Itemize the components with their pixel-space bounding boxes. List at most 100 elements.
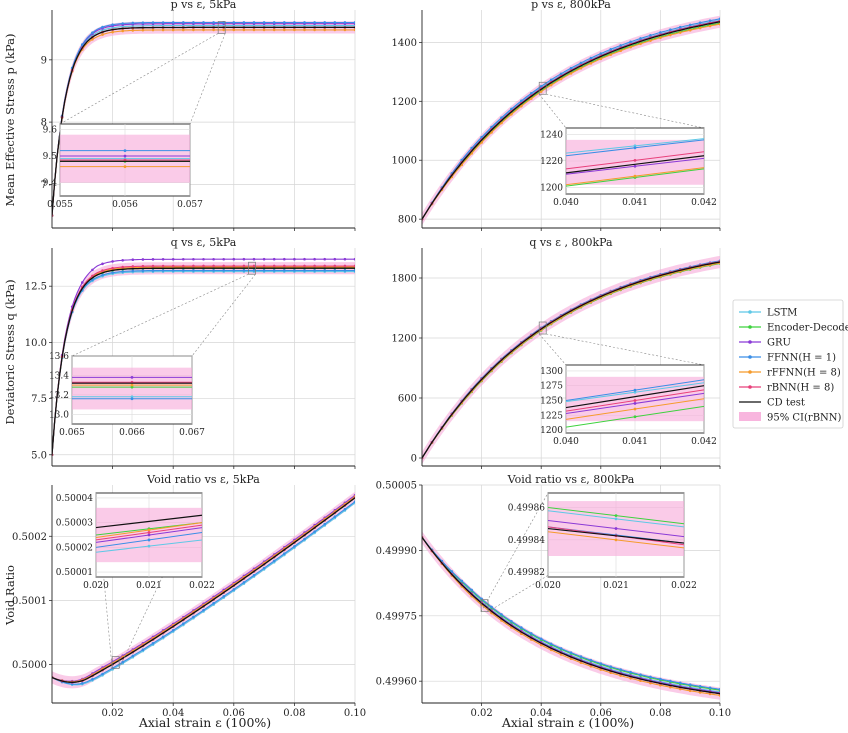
inset-series-marker <box>130 383 134 387</box>
y-tick-label: 0.49990 <box>376 546 417 557</box>
series-marker <box>500 121 503 125</box>
series-marker <box>343 24 347 27</box>
series-marker <box>708 24 712 28</box>
inset-y-tick-label: 1200 <box>540 183 563 193</box>
series-marker <box>91 677 94 681</box>
series-marker <box>529 92 533 95</box>
inset-y-tick-label: 0.50002 <box>56 543 93 553</box>
series-marker <box>202 269 205 272</box>
series-marker <box>313 264 316 268</box>
y-tick-label: 1200 <box>392 97 417 108</box>
series-marker <box>232 264 236 268</box>
series-marker <box>81 681 84 685</box>
series-marker <box>121 25 124 28</box>
inset-x-tick-label: 0.042 <box>691 437 717 447</box>
series-marker <box>111 260 114 263</box>
inset-x-tick-label: 0.041 <box>622 437 648 447</box>
series-marker <box>141 258 145 261</box>
series-marker <box>303 28 306 32</box>
zoom-region-box <box>538 81 547 95</box>
inset-x-tick-label: 0.042 <box>691 198 717 208</box>
series-marker <box>131 265 135 268</box>
series-marker <box>212 264 215 268</box>
series-marker <box>283 24 286 27</box>
zoom-region-box <box>111 656 120 669</box>
panel-title: Void ratio vs ε, 5kPa <box>146 473 260 486</box>
series-marker <box>678 31 682 34</box>
y-tick-label: 0.50005 <box>376 481 417 492</box>
series-marker <box>91 268 94 272</box>
inset-series-marker <box>633 158 637 162</box>
series-marker <box>303 24 306 27</box>
series-marker <box>252 573 256 577</box>
inset-series-marker <box>633 415 637 419</box>
series-marker <box>333 269 337 272</box>
series-marker <box>353 21 355 24</box>
series-marker <box>629 45 632 49</box>
series-marker <box>333 28 337 32</box>
inset-series-marker <box>614 517 618 521</box>
zoom-connector <box>480 492 549 612</box>
series-marker <box>121 660 124 664</box>
series-marker <box>242 581 246 584</box>
series-marker <box>272 28 276 32</box>
series-marker <box>101 33 104 36</box>
legend-swatch-marker <box>748 355 752 359</box>
series-marker <box>323 522 327 526</box>
legend-label: FFNN(H = 1) <box>767 353 836 364</box>
series-marker <box>161 28 165 32</box>
x-tick-label: 0.10 <box>344 708 366 719</box>
inset-series-marker <box>130 397 134 401</box>
series-marker <box>649 39 652 42</box>
series-marker <box>343 21 347 24</box>
series-marker <box>718 17 720 21</box>
series-marker <box>323 264 327 268</box>
series-marker <box>232 24 236 27</box>
zoom-connector <box>95 492 113 669</box>
series-marker <box>101 672 104 676</box>
inset-y-tick-label: 13.0 <box>49 410 69 420</box>
series-marker <box>480 135 483 139</box>
series-marker <box>131 269 135 273</box>
inset-y-tick-label: 0.49984 <box>508 536 545 546</box>
series-marker <box>101 269 104 272</box>
series-marker <box>222 595 225 598</box>
series-marker <box>232 269 236 272</box>
inset-y-tick-label: 0.49986 <box>508 504 545 514</box>
inset-series-line <box>96 514 202 529</box>
legend-swatch-marker <box>748 325 752 329</box>
series-marker <box>659 31 662 34</box>
series-marker <box>343 264 347 268</box>
legend-label: CD test <box>767 398 805 409</box>
series-marker <box>639 673 642 676</box>
series-marker <box>559 77 563 81</box>
inset-series-marker <box>614 527 618 530</box>
series-marker <box>151 24 155 27</box>
y-tick-label: 9 <box>41 55 47 66</box>
series-marker <box>212 269 215 272</box>
series-marker <box>589 658 593 662</box>
series-marker <box>202 257 205 261</box>
series-line-cd-test <box>422 261 720 459</box>
series-marker <box>490 605 493 609</box>
inset-series-marker <box>147 531 151 534</box>
series-marker <box>579 66 583 70</box>
series-marker <box>313 21 316 24</box>
zoom-connector <box>189 33 226 125</box>
series-marker <box>232 257 236 261</box>
inset-y-tick-label: 0.49982 <box>508 568 545 578</box>
series-marker <box>202 264 205 268</box>
series-marker <box>242 24 246 27</box>
series-marker <box>111 30 114 34</box>
series-marker <box>151 21 155 24</box>
series-marker <box>303 537 306 541</box>
inset-x-tick-label: 0.021 <box>603 581 629 591</box>
series-marker <box>539 90 543 93</box>
series-marker <box>688 23 692 27</box>
y-tick-label: 8 <box>41 118 47 129</box>
zoom-connector <box>538 94 567 129</box>
series-marker <box>222 28 225 32</box>
series-marker <box>91 31 94 35</box>
inset-y-tick-label: 13.4 <box>49 371 69 381</box>
series-marker <box>599 52 603 55</box>
